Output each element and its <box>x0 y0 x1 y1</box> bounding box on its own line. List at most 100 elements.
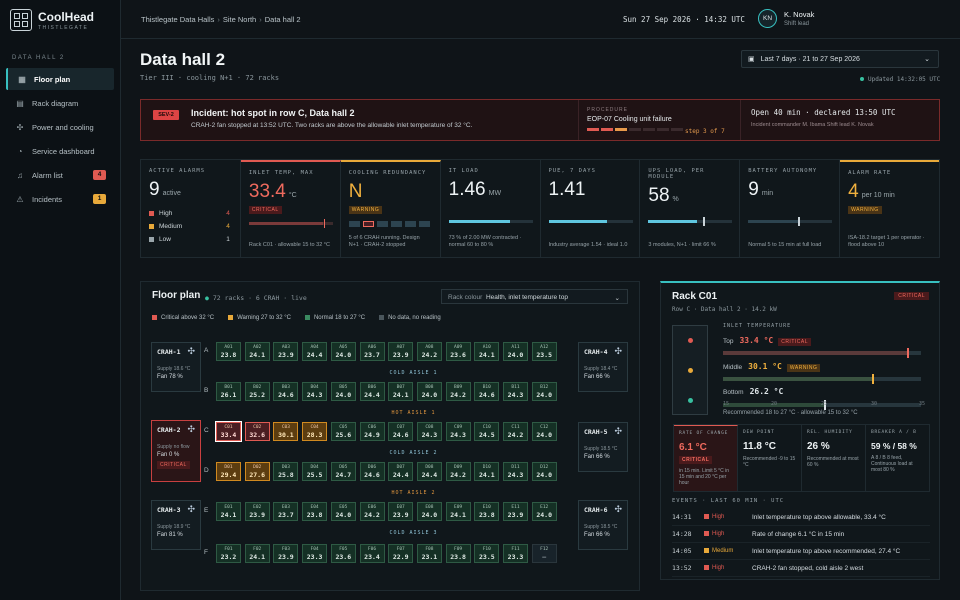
procedure-block[interactable]: PROCEDURE EOP-07 Cooling unit failure st… <box>578 100 738 140</box>
rack-e07[interactable]: E07 23.9 <box>388 502 414 521</box>
rack-a08[interactable]: A08 24.2 <box>416 342 442 361</box>
crah-unit-1[interactable]: CRAH-1 ✣ Supply 18.6 °C Fan 78 % <box>151 342 201 392</box>
rack-c02[interactable]: C02 32.6 <box>244 422 270 441</box>
event-row[interactable]: 14:28 High Rate of change 6.1 °C in 15 min <box>672 526 930 543</box>
crah-unit-3[interactable]: CRAH-3 ✣ Supply 18.9 °C Fan 81 % <box>151 500 201 550</box>
rack-d11[interactable]: D11 24.3 <box>503 462 528 481</box>
rack-e03[interactable]: E03 23.7 <box>273 502 299 521</box>
rack-b06[interactable]: B06 24.4 <box>359 382 385 401</box>
kpi-alarm-rate[interactable]: ALARM RATE 4 per 10 min WARNING ISA-18.2 … <box>840 160 939 257</box>
rack-e12[interactable]: E12 24.0 <box>531 502 557 521</box>
rack-a06[interactable]: A06 23.7 <box>359 342 385 361</box>
rack-e02[interactable]: E02 23.9 <box>244 502 270 521</box>
kpi-active-alarms[interactable]: ACTIVE ALARMS 9 active High 4 Medium 4 Low 1 <box>141 160 241 257</box>
sidebar-item-alarm-list[interactable]: ♫ Alarm list 4 <box>6 164 114 186</box>
crah-unit-6[interactable]: CRAH-6 ✣ Supply 18.5 °C Fan 66 % <box>578 500 628 550</box>
rack-a04[interactable]: A04 24.4 <box>302 342 328 361</box>
rack-b04[interactable]: B04 24.3 <box>302 382 328 401</box>
rack-a10[interactable]: A10 24.1 <box>474 342 500 361</box>
rack-colour-select[interactable]: Rack colour Health, inlet temperature to… <box>441 289 628 304</box>
sidebar-item-service-dashboard[interactable]: ◔ Service dashboard <box>6 140 114 162</box>
rack-b03[interactable]: B03 24.6 <box>273 382 299 401</box>
user-menu[interactable]: KN K. Novak Shift lead <box>758 9 814 28</box>
rack-f10[interactable]: F10 23.5 <box>474 544 500 563</box>
rack-b11[interactable]: B11 24.3 <box>503 382 528 401</box>
rack-e09[interactable]: E09 24.1 <box>445 502 471 521</box>
rack-f04[interactable]: F04 23.3 <box>302 544 328 563</box>
rack-d08[interactable]: D08 24.4 <box>416 462 442 481</box>
rack-c04[interactable]: C04 28.3 <box>302 422 328 441</box>
metric-breaker[interactable]: BREAKER A / B 59 % / 58 % A 8 / B 8 feed, … <box>871 430 917 473</box>
rack-a02[interactable]: A02 24.1 <box>244 342 270 361</box>
rack-f03[interactable]: F03 23.9 <box>273 544 299 563</box>
rack-b02[interactable]: B02 25.2 <box>244 382 270 401</box>
metric-humidity[interactable]: REL. HUMIDITY 26 % Recommended at most 60 … <box>802 425 866 491</box>
rack-d02[interactable]: D02 27.6 <box>244 462 270 481</box>
rack-a05[interactable]: A05 24.0 <box>330 342 356 361</box>
rack-a07[interactable]: A07 23.9 <box>388 342 414 361</box>
rack-f12[interactable]: F12– <box>531 544 557 563</box>
rack-d04[interactable]: D04 25.5 <box>302 462 328 481</box>
rack-e01[interactable]: E01 24.1 <box>216 502 241 521</box>
sidebar-item-incidents[interactable]: ⚠ Incidents 1 <box>6 188 114 210</box>
rack-f01[interactable]: F01 23.2 <box>216 544 241 563</box>
rack-c06[interactable]: C06 24.9 <box>359 422 385 441</box>
incident-banner[interactable]: SEV-2 Incident: hot spot in row C, Data … <box>140 99 940 141</box>
rack-c08[interactable]: C08 24.3 <box>416 422 442 441</box>
rack-d05[interactable]: D05 24.7 <box>330 462 356 481</box>
rack-c11[interactable]: C11 24.2 <box>503 422 528 441</box>
rack-b05[interactable]: B05 24.0 <box>330 382 356 401</box>
sidebar-item-rack-diagram[interactable]: ▤ Rack diagram <box>6 92 114 114</box>
rack-b12[interactable]: B12 24.0 <box>531 382 557 401</box>
rack-b09[interactable]: B09 24.2 <box>445 382 471 401</box>
metric-dew-point[interactable]: DEW POINT 11.8 °C Recommended -9 to 15 °C <box>738 425 802 491</box>
rack-f07[interactable]: F07 22.9 <box>388 544 414 563</box>
rack-c09[interactable]: C09 24.3 <box>445 422 471 441</box>
brand[interactable]: CoolHead THISTLEGATE <box>10 9 94 31</box>
rack-d12[interactable]: D12 24.0 <box>531 462 557 481</box>
kpi-battery[interactable]: BATTERY AUTONOMY 9 min Normal 5 to 15 min… <box>740 160 841 257</box>
rack-a11[interactable]: A11 24.0 <box>503 342 528 361</box>
rack-e06[interactable]: E06 24.2 <box>359 502 385 521</box>
breadcrumb-item[interactable]: Site North <box>222 14 257 24</box>
rack-f02[interactable]: F02 24.1 <box>244 544 270 563</box>
rack-f09[interactable]: F09 23.8 <box>445 544 471 563</box>
kpi-pue[interactable]: PUE, 7 DAYS 1.41 Industry average 1.54 ·… <box>540 160 641 257</box>
rack-b01[interactable]: B01 26.1 <box>216 382 241 401</box>
sidebar-item-power-cooling[interactable]: ✣ Power and cooling <box>6 116 114 138</box>
crah-unit-5[interactable]: CRAH-5 ✣ Supply 18.5 °C Fan 66 % <box>578 422 628 472</box>
rack-b07[interactable]: B07 24.1 <box>388 382 414 401</box>
event-row[interactable]: 14:05 Medium Inlet temperature top above r… <box>672 543 930 560</box>
rack-a09[interactable]: A09 23.6 <box>445 342 471 361</box>
kpi-it-load[interactable]: IT LOAD 1.46 MW 73 % of 2.00 MW contracte… <box>440 160 541 257</box>
rack-e04[interactable]: E04 23.8 <box>302 502 328 521</box>
rack-b08[interactable]: B08 24.0 <box>416 382 442 401</box>
kpi-inlet-temp[interactable]: INLET TEMP, MAX 33.4 °C CRITICAL Rack C01… <box>240 160 341 257</box>
rack-d06[interactable]: D06 24.6 <box>359 462 385 481</box>
rack-e08[interactable]: E08 24.0 <box>416 502 442 521</box>
rack-f08[interactable]: F08 23.1 <box>416 544 442 563</box>
rack-c07[interactable]: C07 24.6 <box>388 422 414 441</box>
rack-b10[interactable]: B10 24.6 <box>474 382 500 401</box>
kpi-cooling-redundancy[interactable]: COOLING REDUNDANCY N WARNING 5 of 6 CRAH… <box>340 160 441 257</box>
sidebar-item-floor-plan[interactable]: ▦ Floor plan <box>6 68 114 90</box>
rack-e11[interactable]: E11 23.9 <box>503 502 528 521</box>
metric-rate-of-change[interactable]: RATE OF CHANGE 6.1 °C CRITICAL in 15 min. … <box>674 425 738 491</box>
crah-unit-2[interactable]: CRAH-2 ✣ Supply no flow Fan 0 % CRITICAL <box>151 420 201 482</box>
rack-c03[interactable]: C03 30.1 <box>273 422 299 441</box>
kpi-ups-load[interactable]: UPS LOAD, PER MODULE 58% 3 modules, N+1 … <box>640 160 741 257</box>
rack-a03[interactable]: A03 23.9 <box>273 342 299 361</box>
rack-e10[interactable]: E10 23.8 <box>474 502 500 521</box>
rack-c01[interactable]: C01 33.4 <box>215 421 242 442</box>
rack-d09[interactable]: D09 24.2 <box>445 462 471 481</box>
rack-f05[interactable]: F05 23.6 <box>330 544 356 563</box>
event-row[interactable]: 13:52 High CRAH-2 fan stopped, cold aisle … <box>672 560 930 577</box>
rack-c05[interactable]: C05 25.6 <box>330 422 356 441</box>
rack-c10[interactable]: C10 24.5 <box>474 422 500 441</box>
rack-f06[interactable]: F06 23.4 <box>359 544 385 563</box>
rack-d03[interactable]: D03 25.8 <box>273 462 299 481</box>
crah-unit-4[interactable]: CRAH-4 ✣ Supply 18.4 °C Fan 66 % <box>578 342 628 392</box>
rack-c12[interactable]: C12 24.0 <box>531 422 557 441</box>
event-row[interactable]: 14:31 High Inlet temperature top above all… <box>672 509 930 526</box>
rack-d07[interactable]: D07 24.4 <box>388 462 414 481</box>
